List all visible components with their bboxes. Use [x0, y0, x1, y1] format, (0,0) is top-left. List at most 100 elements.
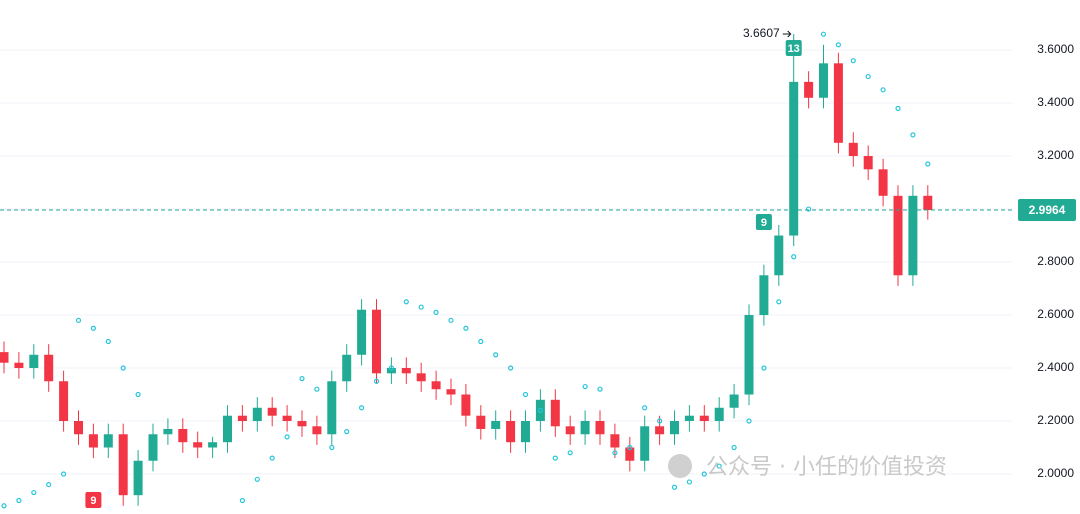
- y-tick-label: 2.2000: [1037, 413, 1074, 427]
- y-tick-label: 3.6000: [1037, 42, 1074, 56]
- candle-body: [744, 315, 754, 395]
- candle-body: [789, 81, 799, 236]
- sar-dot: [373, 378, 380, 384]
- sar-dot: [75, 317, 82, 323]
- sar-dot: [418, 304, 424, 310]
- candle-body: [595, 421, 605, 435]
- candle-body: [476, 415, 486, 429]
- candle-body: [148, 434, 158, 461]
- candle-body: [848, 142, 858, 157]
- candle-body: [506, 421, 516, 443]
- sar-dot: [835, 42, 842, 48]
- sar-dot: [120, 365, 126, 371]
- candle-body: [893, 195, 903, 276]
- candle-body: [29, 354, 39, 369]
- candle-body: [118, 434, 128, 496]
- sar-dot: [895, 105, 901, 111]
- watermark-icon: [668, 454, 692, 478]
- candle-body: [699, 415, 709, 422]
- candle-body: [59, 381, 69, 422]
- y-tick-label: 2.6000: [1037, 307, 1074, 321]
- sar-dot: [478, 338, 484, 345]
- sar-dot: [537, 407, 544, 414]
- sar-dot: [433, 309, 439, 315]
- candle-body: [804, 81, 814, 98]
- sar-dot: [508, 365, 514, 371]
- candle-body: [223, 415, 232, 443]
- sar-dot: [925, 161, 931, 167]
- candle-body: [44, 354, 54, 382]
- td-badge: [755, 214, 772, 230]
- candle-body: [327, 381, 337, 435]
- candle-body: [163, 428, 173, 435]
- candle-body: [431, 381, 441, 390]
- candle-body: [357, 309, 367, 355]
- y-tick-label: 3.2000: [1037, 148, 1074, 162]
- candle-body: [729, 394, 739, 408]
- candle-body: [372, 309, 381, 374]
- sar-dot: [627, 444, 633, 451]
- candle-body: [521, 421, 530, 443]
- sar-dot: [567, 450, 573, 456]
- sar-dot: [552, 455, 558, 461]
- candle-body: [491, 421, 501, 429]
- td-badge-label: 9: [90, 495, 96, 507]
- sar-dot: [60, 471, 67, 477]
- candle-body: [550, 399, 560, 427]
- sar-dot: [820, 31, 827, 37]
- sar-dot: [135, 391, 141, 398]
- candle-body: [610, 434, 620, 448]
- sar-dot: [493, 352, 499, 358]
- sar-dot: [791, 254, 797, 260]
- candle-body: [446, 389, 456, 395]
- candle-body: [684, 415, 694, 422]
- sar-dot: [269, 455, 275, 461]
- sar-dot: [522, 391, 529, 398]
- candle-body: [819, 63, 828, 98]
- candle-body: [133, 460, 143, 496]
- candle-body: [833, 63, 843, 143]
- sar-dot: [359, 405, 365, 411]
- sar-dot: [671, 484, 678, 490]
- candle-body: [342, 354, 352, 382]
- sar-dot: [31, 489, 37, 496]
- sar-dot: [403, 299, 409, 305]
- td-badge-label: 13: [788, 43, 800, 55]
- y-tick-label: 2.8000: [1037, 254, 1074, 268]
- sar-dot: [1, 503, 7, 509]
- candle-body: [565, 426, 575, 435]
- sar-dot: [463, 325, 469, 331]
- candle-body: [625, 447, 635, 461]
- sar-dot: [16, 497, 22, 504]
- sar-dot: [388, 365, 394, 371]
- candle-body: [74, 421, 83, 435]
- candle-body: [208, 442, 218, 448]
- candle-body: [282, 415, 292, 422]
- candle-body: [14, 362, 24, 369]
- candle-body: [535, 399, 545, 422]
- sar-dot: [284, 434, 290, 440]
- candle-body: [908, 195, 918, 276]
- sar-dot: [46, 481, 52, 488]
- max-price-label: 3.6607: [743, 26, 780, 40]
- sar-dot: [865, 73, 871, 80]
- sar-dot: [850, 58, 856, 64]
- last-price-label: 2.9964: [1029, 203, 1066, 217]
- sar-dot: [597, 386, 603, 392]
- td-badge: [785, 40, 802, 56]
- sar-dot: [254, 476, 260, 482]
- sar-dot: [716, 463, 722, 469]
- sar-dot: [761, 365, 767, 371]
- last-price-box: [1018, 198, 1076, 221]
- candle-body: [0, 352, 9, 363]
- sar-dot: [582, 383, 588, 390]
- sar-dot: [701, 471, 707, 477]
- candle-body: [297, 421, 307, 427]
- candle-body: [103, 434, 113, 448]
- sar-dot: [612, 450, 618, 456]
- sar-dot: [344, 429, 350, 435]
- sar-dot: [448, 317, 454, 323]
- sar-dot: [329, 444, 335, 451]
- candle-body: [759, 275, 769, 316]
